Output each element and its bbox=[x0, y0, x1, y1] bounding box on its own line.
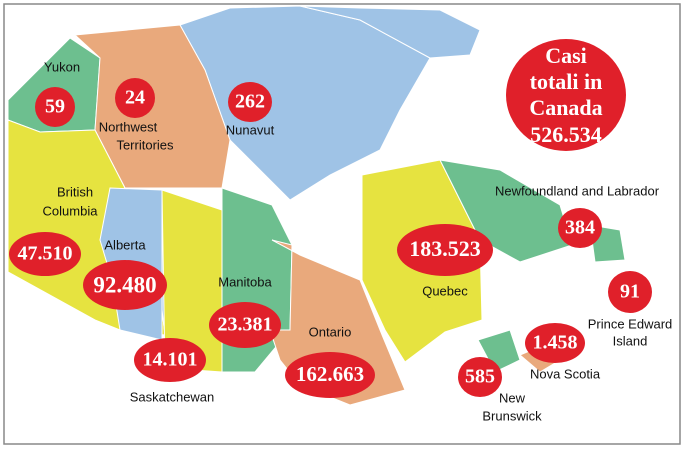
case-bubble bbox=[9, 232, 81, 276]
region-name: Territories bbox=[116, 137, 174, 152]
case-bubble bbox=[228, 82, 272, 122]
case-count: 59 bbox=[45, 96, 65, 118]
case-bubble bbox=[35, 87, 75, 127]
region-name: Prince Edward bbox=[588, 316, 673, 331]
case-count: 162.663 bbox=[296, 362, 364, 386]
region-name: British bbox=[57, 184, 93, 199]
total-bubble bbox=[506, 39, 626, 151]
case-count: 384 bbox=[565, 217, 595, 239]
case-bubble bbox=[83, 260, 167, 310]
total-title: Canada bbox=[529, 95, 602, 120]
region-name: Saskatchewan bbox=[130, 389, 215, 404]
total-title: totali in bbox=[530, 69, 603, 94]
region-name: Newfoundland and Labrador bbox=[495, 183, 660, 198]
case-bubble bbox=[525, 323, 585, 363]
case-count: 585 bbox=[465, 366, 495, 388]
case-count: 47.510 bbox=[18, 243, 73, 265]
case-bubble bbox=[458, 357, 502, 397]
region-name: Columbia bbox=[43, 203, 99, 218]
arctic-islands bbox=[299, 5, 481, 59]
region-name: Brunswick bbox=[482, 408, 542, 423]
region-name: Ontario bbox=[309, 324, 352, 339]
region-name: Island bbox=[613, 333, 648, 348]
case-count: 183.523 bbox=[409, 236, 481, 261]
region-name: Nunavut bbox=[226, 122, 275, 137]
region-name: Manitoba bbox=[218, 274, 272, 289]
case-bubble bbox=[285, 352, 375, 398]
case-count: 262 bbox=[235, 91, 265, 113]
region-name: Northwest bbox=[99, 119, 158, 134]
case-bubble bbox=[115, 78, 155, 118]
total-count: 526.534 bbox=[530, 122, 602, 147]
case-count: 23.381 bbox=[218, 314, 273, 336]
case-bubble bbox=[397, 224, 493, 276]
region-name: Yukon bbox=[44, 59, 80, 74]
region-name: Nova Scotia bbox=[530, 366, 601, 381]
case-count: 1.458 bbox=[533, 332, 578, 354]
case-bubble bbox=[558, 208, 602, 248]
region-name: Quebec bbox=[422, 283, 468, 298]
case-count: 24 bbox=[125, 87, 145, 109]
case-count: 14.101 bbox=[143, 349, 198, 371]
total-title: Casi bbox=[545, 43, 587, 68]
region-name: New bbox=[499, 390, 526, 405]
case-count: 91 bbox=[620, 281, 640, 303]
region-name: Alberta bbox=[104, 237, 146, 252]
case-bubble bbox=[134, 338, 206, 382]
labels: Yukon 59 24 Northwest Territories 262 Nu… bbox=[9, 39, 672, 423]
case-bubble bbox=[209, 302, 281, 348]
case-bubble bbox=[608, 271, 652, 313]
case-count: 92.480 bbox=[93, 272, 156, 297]
